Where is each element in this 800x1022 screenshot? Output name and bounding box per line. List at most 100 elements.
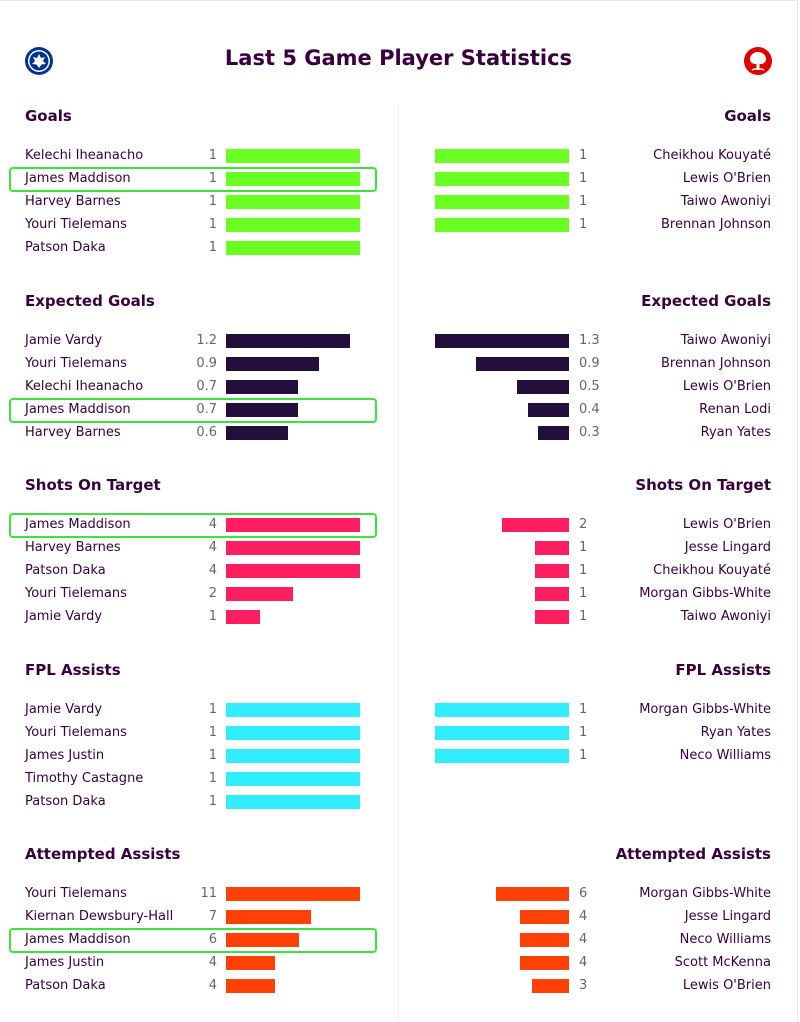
player-name: Cheikhou Kouyaté (653, 563, 771, 578)
player-name: James Maddison (25, 171, 131, 186)
player-name: Lewis O'Brien (682, 978, 771, 993)
stat-value: 2 (208, 586, 217, 601)
stat-value: 3 (579, 978, 588, 993)
stat-bar (226, 703, 360, 717)
player-name: Patson Daka (25, 240, 106, 255)
stat-value: 1 (579, 148, 588, 163)
stat-bar (226, 956, 275, 970)
stat-value: 1 (579, 609, 588, 624)
stat-value: 0.9 (196, 356, 217, 371)
section-title-home: Goals (25, 107, 72, 125)
stat-bar (226, 149, 360, 163)
player-name: Jamie Vardy (25, 702, 103, 717)
player-name: Kiernan Dewsbury-Hall (25, 909, 174, 924)
player-name: Jamie Vardy (25, 333, 103, 348)
stat-bar (535, 587, 569, 601)
stat-bar (226, 218, 360, 232)
stat-bar (435, 749, 569, 763)
leicester-fox-badge-icon (24, 46, 54, 76)
player-name: Patson Daka (25, 794, 106, 809)
stat-value: 1 (208, 148, 217, 163)
stat-bar (520, 933, 569, 947)
player-name: Lewis O'Brien (682, 379, 771, 394)
stat-bar (226, 541, 360, 555)
stat-value: 1 (208, 171, 217, 186)
stat-value: 1 (579, 540, 588, 555)
stat-value: 1 (579, 171, 588, 186)
player-name: Scott McKenna (674, 955, 771, 970)
player-name: Ryan Yates (700, 725, 771, 740)
stat-value: 4 (208, 955, 217, 970)
player-name: Harvey Barnes (25, 425, 121, 440)
stat-value: 4 (579, 955, 588, 970)
section-title-home: Shots On Target (25, 476, 161, 494)
stat-bar (517, 380, 569, 394)
stat-value: 1 (579, 217, 588, 232)
section-title-home: Expected Goals (25, 292, 155, 310)
stat-bar (476, 357, 569, 371)
stat-value: 0.6 (196, 425, 217, 440)
stat-bar (226, 172, 360, 186)
stat-bar (226, 564, 360, 578)
stat-bar (435, 334, 569, 348)
player-name: Patson Daka (25, 563, 106, 578)
stat-bar (496, 887, 569, 901)
player-name: Brennan Johnson (660, 217, 771, 232)
stat-bar (226, 933, 299, 947)
stat-bar (535, 610, 569, 624)
section-title-away: FPL Assists (675, 661, 771, 679)
stat-value: 1 (579, 702, 588, 717)
stat-value: 1 (579, 194, 588, 209)
stat-value: 1 (208, 748, 217, 763)
stat-bar (435, 726, 569, 740)
player-name: Ryan Yates (700, 425, 771, 440)
player-name: James Justin (25, 955, 105, 970)
player-name: Kelechi Iheanacho (25, 379, 144, 394)
player-name: Jesse Lingard (684, 909, 771, 924)
stat-bar (226, 380, 298, 394)
stat-value: 1 (208, 240, 217, 255)
stat-bar (226, 795, 360, 809)
section-title-away: Expected Goals (641, 292, 771, 310)
stat-value: 4 (208, 978, 217, 993)
stat-value: 0.3 (579, 425, 600, 440)
stat-bar (435, 703, 569, 717)
stat-bar (226, 772, 360, 786)
stat-bar (520, 910, 569, 924)
player-name: Brennan Johnson (660, 356, 771, 371)
player-name: Youri Tielemans (25, 356, 127, 371)
stat-value: 4 (208, 517, 217, 532)
stat-bar (535, 541, 569, 555)
stat-value: 1 (579, 748, 588, 763)
player-name: Renan Lodi (699, 402, 771, 417)
player-name: Taiwo Awoniyi (680, 194, 771, 209)
player-name: James Justin (25, 748, 105, 763)
page-title: Last 5 Game Player Statistics (224, 46, 573, 70)
player-name: James Maddison (25, 932, 131, 947)
section-title-home: Attempted Assists (25, 845, 181, 863)
player-name: Morgan Gibbs-White (639, 702, 771, 717)
player-name: Lewis O'Brien (682, 517, 771, 532)
section-title-away: Goals (724, 107, 771, 125)
player-name: James Maddison (25, 402, 131, 417)
player-name: Jamie Vardy (25, 609, 103, 624)
stat-value: 0.7 (196, 402, 217, 417)
player-name: Youri Tielemans (25, 886, 127, 901)
stat-value: 1 (579, 586, 588, 601)
player-name: Youri Tielemans (25, 217, 127, 232)
stat-value: 1 (208, 194, 217, 209)
section-title-away: Attempted Assists (615, 845, 771, 863)
player-name: Youri Tielemans (25, 586, 127, 601)
stat-bar (226, 357, 319, 371)
stat-value: 0.4 (579, 402, 600, 417)
stat-value: 6 (208, 932, 217, 947)
stat-bar (226, 195, 360, 209)
player-name: Jesse Lingard (684, 540, 771, 555)
stat-value: 1 (208, 217, 217, 232)
stat-bar (226, 587, 293, 601)
stat-value: 4 (579, 932, 588, 947)
stat-value: 0.5 (579, 379, 600, 394)
stat-value: 1 (208, 702, 217, 717)
stat-bar (226, 610, 260, 624)
